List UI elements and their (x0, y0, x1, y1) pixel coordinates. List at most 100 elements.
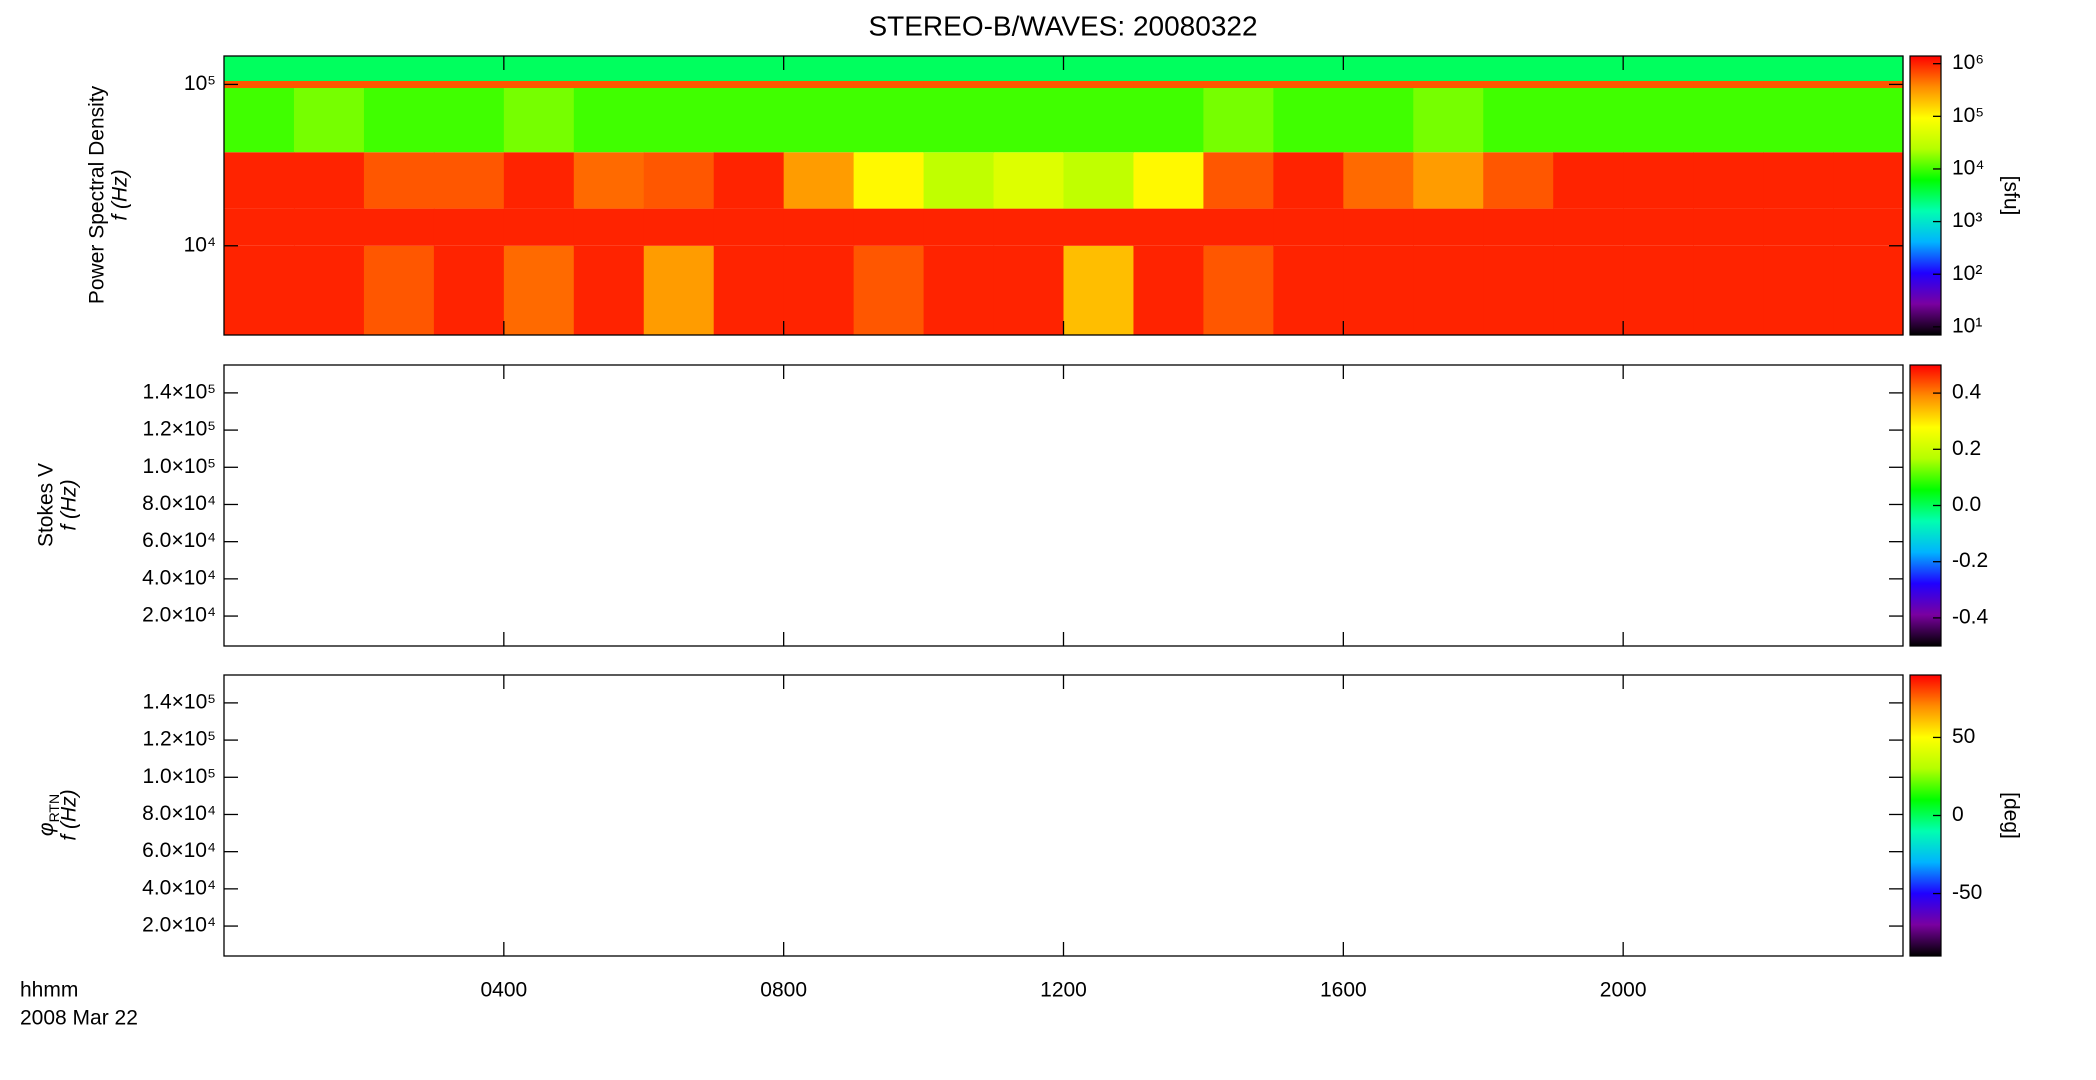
heatmap-cell (1413, 88, 1484, 153)
heatmap-cell (1133, 245, 1205, 335)
heatmap-cell (1063, 88, 1135, 153)
y-tick-label: 8.0×10⁴ (142, 802, 216, 825)
heatmap-cell (1553, 56, 1624, 81)
heatmap-cell (643, 208, 715, 246)
heatmap-cell (1203, 88, 1274, 153)
heatmap-cell (713, 245, 785, 335)
heatmap-cell (503, 152, 575, 209)
heatmap-cell (224, 80, 295, 89)
heatmap-cell (1483, 56, 1554, 81)
heatmap-cell (224, 208, 295, 246)
colorbar-label: [deg] (1999, 792, 2022, 839)
heatmap-cell (853, 208, 925, 246)
heatmap-cell (1203, 245, 1274, 335)
heatmap-cell (433, 80, 505, 89)
colorbar-tick-label: 10⁴ (1952, 157, 1984, 180)
heatmap-cell (1623, 56, 1694, 81)
heatmap-cell (1693, 245, 1764, 335)
heatmap-cell (1553, 88, 1624, 153)
heatmap-cell (293, 88, 365, 153)
heatmap-cell (643, 152, 715, 209)
heatmap-cell (783, 56, 855, 81)
y-tick-label: 2.0×10⁴ (142, 914, 216, 937)
plot-frame (223, 364, 1904, 647)
heatmap-cell (1833, 88, 1904, 153)
heatmap-cell (923, 88, 995, 153)
heatmap-cell (433, 88, 505, 153)
heatmap-cell (1133, 88, 1205, 153)
heatmap-cell (853, 152, 925, 209)
colorbar-tick-label: 10² (1952, 262, 1982, 285)
heatmap-cell (1763, 88, 1834, 153)
heatmap-cell (1343, 56, 1414, 81)
heatmap-cell (1413, 152, 1484, 209)
heatmap-cell (224, 245, 295, 335)
heatmap-cell (1133, 56, 1205, 81)
heatmap-cell (573, 88, 645, 153)
heatmap-cell (853, 56, 925, 81)
heatmap-cell (1273, 152, 1344, 209)
heatmap-cell (1833, 208, 1904, 246)
heatmap-cell (1063, 208, 1135, 246)
heatmap-cell (224, 152, 295, 209)
heatmap-cell (1273, 245, 1344, 335)
heatmap-cell (363, 80, 435, 89)
plot-frame (223, 674, 1904, 957)
heatmap-cell (363, 208, 435, 246)
heatmap-cell (1273, 80, 1344, 89)
heatmap-cell (1833, 152, 1904, 209)
heatmap-cell (293, 208, 365, 246)
y-tick-label: 1.4×10⁵ (142, 380, 216, 403)
heatmap-cell (1413, 80, 1484, 89)
heatmap-cell (1833, 245, 1904, 335)
heatmap-cell (1273, 208, 1344, 246)
y-tick-label: 2.0×10⁴ (142, 604, 216, 627)
colorbar-tick-label: -0.2 (1952, 549, 1988, 572)
heatmap-cell (293, 56, 365, 81)
heatmap-cell (1623, 245, 1694, 335)
heatmap-cell (923, 80, 995, 89)
heatmap-cell (1063, 56, 1135, 81)
heatmap-cell (1483, 208, 1554, 246)
heatmap-cell (783, 208, 855, 246)
heatmap-cell (713, 208, 785, 246)
colorbar-tick-label: 0.2 (1952, 437, 1981, 460)
y-axis-subscript: RTN (46, 794, 62, 823)
colorbar-tick-label: -50 (1952, 881, 1982, 904)
heatmap-cell (923, 56, 995, 81)
heatmap-cell (224, 88, 295, 153)
heatmap-cell (1203, 152, 1274, 209)
colorbar-tick-label: 0.0 (1952, 493, 1981, 516)
y-tick-label: 10⁵ (184, 72, 216, 95)
heatmap-cell (1483, 245, 1554, 335)
heatmap-cell (1623, 152, 1694, 209)
heatmap-cell (1203, 80, 1274, 89)
heatmap-cell (713, 88, 785, 153)
date-label: 2008 Mar 22 (20, 1007, 138, 1030)
heatmap-cell (993, 88, 1065, 153)
x-axis-label: hhmm (20, 979, 78, 1002)
y-tick-label: 1.0×10⁵ (142, 455, 216, 478)
x-tick-label: 1600 (1320, 979, 1367, 1002)
heatmap-cell (783, 88, 855, 153)
heatmap-cell (363, 152, 435, 209)
heatmap-cell (713, 152, 785, 209)
heatmap-cell (1693, 88, 1764, 153)
heatmap-cell (573, 245, 645, 335)
heatmap-cell (713, 80, 785, 89)
heatmap-cell (1343, 245, 1414, 335)
x-tick-label: 2000 (1600, 979, 1647, 1002)
heatmap-cell (1483, 80, 1554, 89)
y-tick-label: 6.0×10⁴ (142, 839, 216, 862)
heatmap-cell (853, 88, 925, 153)
heatmap-cell (433, 152, 505, 209)
heatmap-cell (1693, 56, 1764, 81)
figure-title: STEREO-B/WAVES: 20080322 (868, 10, 1257, 41)
y-tick-label: 1.2×10⁵ (142, 418, 216, 441)
heatmap-cell (573, 152, 645, 209)
heatmap-cell (713, 56, 785, 81)
heatmap-cell (1553, 208, 1624, 246)
heatmap-cell (853, 245, 925, 335)
heatmap-cell (1763, 208, 1834, 246)
heatmap-cell (1203, 208, 1274, 246)
